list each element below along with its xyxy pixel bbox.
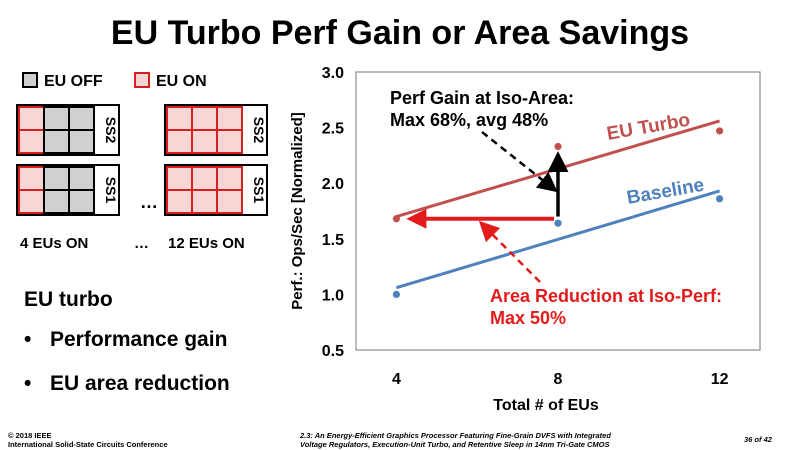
eu-cell-on bbox=[166, 129, 193, 154]
eu-cell-on bbox=[191, 166, 218, 191]
eu-cell-on bbox=[166, 166, 193, 191]
footer-copyright-line1: © 2018 IEEE bbox=[8, 431, 52, 440]
eu-cell-off bbox=[43, 106, 70, 131]
x-tick-label: 8 bbox=[554, 371, 563, 388]
legend-off-label: EU OFF bbox=[44, 73, 103, 90]
caption-12-eus: 12 EUs ON bbox=[168, 235, 245, 252]
data-point bbox=[392, 290, 400, 298]
eu-cell-on bbox=[18, 166, 45, 191]
footer-paper-line2: Voltage Regulators, Execution-Unit Turbo… bbox=[300, 440, 610, 449]
eu-cell-on bbox=[18, 106, 45, 131]
data-point bbox=[716, 127, 724, 135]
subslice-diagram: SS2 SS1 SS2 SS1 … 4 EUs ON … 12 EUs ON bbox=[16, 104, 268, 252]
trend-line-baseline bbox=[395, 189, 721, 290]
data-point bbox=[554, 142, 562, 151]
eu-cell-off bbox=[68, 106, 95, 131]
bullet-text: Performance gain bbox=[50, 328, 228, 351]
y-axis-label: Perf.: Ops/Sec [Normalized] bbox=[289, 112, 306, 310]
eu-cell-on bbox=[18, 189, 45, 214]
data-point bbox=[392, 215, 400, 223]
area-reduction-line1: Area Reduction at Iso-Perf: bbox=[490, 286, 722, 306]
eu-cell-on bbox=[216, 166, 243, 191]
x-tick-label: 12 bbox=[711, 371, 729, 388]
diagram-ellipsis: … bbox=[140, 192, 158, 212]
perf-gain-pointer bbox=[481, 131, 558, 193]
footer-paper-title: 2.3: An Energy-Efficient Graphics Proces… bbox=[300, 431, 620, 449]
x-tick-label: 4 bbox=[392, 371, 401, 388]
eu-cell-off bbox=[68, 129, 95, 154]
perf-gain-line1: Perf Gain at Iso-Area: bbox=[390, 88, 574, 108]
legend-eu-on: EU ON bbox=[134, 72, 207, 91]
subslice-label: SS1 bbox=[103, 177, 119, 204]
bullet-item: • Performance gain bbox=[24, 328, 227, 352]
eu-cell-on bbox=[18, 129, 45, 154]
slide-title: EU Turbo Perf Gain or Area Savings bbox=[110, 14, 690, 52]
subslice-block: SS2 bbox=[164, 104, 268, 156]
eu-cell-off bbox=[68, 166, 95, 191]
subslice-block: SS2 bbox=[16, 104, 120, 156]
subslice-block: SS1 bbox=[164, 164, 268, 216]
x-axis-label: Total # of EUs bbox=[493, 397, 599, 414]
series-label-eu-turbo: EU Turbo bbox=[605, 110, 691, 145]
legend-on-swatch bbox=[134, 72, 150, 88]
eu-cell-on bbox=[191, 189, 218, 214]
subslice-label: SS1 bbox=[251, 177, 267, 204]
y-tick-label: 3.0 bbox=[322, 65, 344, 82]
y-tick-label: 1.5 bbox=[322, 232, 344, 249]
eu-cell-on bbox=[166, 106, 193, 131]
y-tick-label: 1.0 bbox=[322, 287, 344, 304]
eu-cell-on bbox=[191, 129, 218, 154]
eu-cell-off bbox=[43, 129, 70, 154]
footer-page-number: 36 of 42 bbox=[744, 435, 772, 444]
y-tick-label: 2.0 bbox=[322, 176, 344, 193]
legend-on-label: EU ON bbox=[156, 73, 207, 90]
bullet-marker: • bbox=[24, 372, 32, 395]
caption-4-eus: 4 EUs ON bbox=[20, 235, 88, 252]
eu-cell-off bbox=[68, 189, 95, 214]
footer-copyright: © 2018 IEEE International Solid-State Ci… bbox=[8, 431, 168, 449]
series-label-baseline: Baseline bbox=[625, 175, 706, 209]
data-point bbox=[716, 195, 724, 203]
bullet-text: EU area reduction bbox=[50, 372, 230, 395]
eu-cell-on bbox=[216, 189, 243, 214]
eu-cell-on bbox=[216, 106, 243, 131]
subslice-label: SS2 bbox=[103, 117, 119, 144]
bullet-heading: EU turbo bbox=[24, 288, 113, 311]
area-reduction-line2: Max 50% bbox=[490, 308, 566, 328]
trend-line-eu-turbo bbox=[395, 119, 721, 218]
eu-cell-on bbox=[191, 106, 218, 131]
plot-frame bbox=[355, 71, 761, 351]
footer-copyright-line2: International Solid-State Circuits Confe… bbox=[8, 440, 168, 449]
area-reduction-pointer bbox=[478, 220, 541, 283]
eu-cell-off bbox=[43, 166, 70, 191]
subslice-label: SS2 bbox=[251, 117, 267, 144]
legend-eu-off: EU OFF bbox=[22, 72, 103, 91]
footer-paper-line1: 2.3: An Energy-Efficient Graphics Proces… bbox=[300, 431, 611, 440]
eu-cell-on bbox=[216, 129, 243, 154]
caption-ellipsis: … bbox=[134, 235, 149, 252]
eu-cell-off bbox=[43, 189, 70, 214]
legend-off-swatch bbox=[22, 72, 38, 88]
bullet-item: • EU area reduction bbox=[24, 372, 230, 396]
eu-cell-on bbox=[166, 189, 193, 214]
bullet-marker: • bbox=[24, 328, 32, 351]
subslice-block: SS1 bbox=[16, 164, 120, 216]
data-point bbox=[554, 219, 562, 227]
perf-gain-line2: Max 68%, avg 48% bbox=[390, 110, 548, 130]
y-tick-label: 0.5 bbox=[322, 343, 344, 360]
y-tick-label: 2.5 bbox=[322, 121, 344, 138]
